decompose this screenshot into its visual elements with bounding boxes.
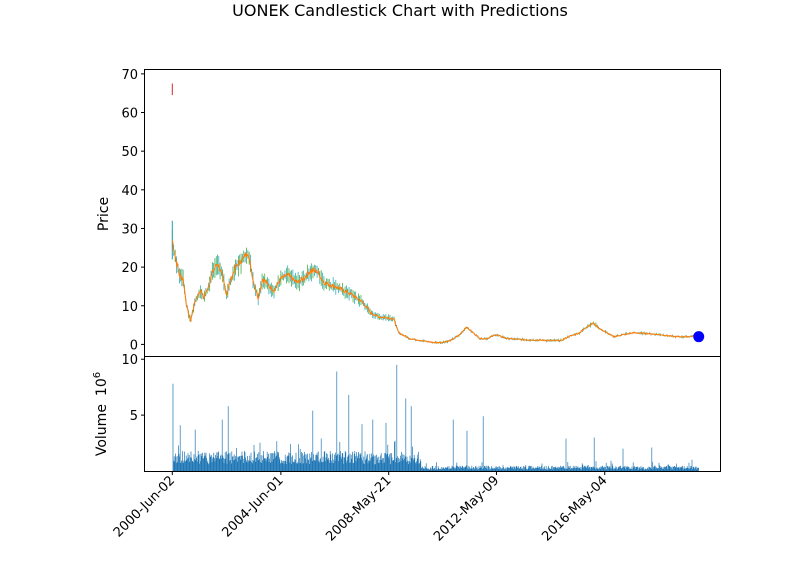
prediction-marker (693, 331, 705, 343)
x-tick-label: 2016-May-04 (539, 473, 610, 544)
volume-ytick-label: 5 (130, 409, 138, 424)
price-ytick-label: 60 (121, 107, 138, 122)
x-tick-label: 2012-May-09 (431, 473, 502, 544)
volume-axis-label: Volume 106 (92, 372, 110, 456)
x-tick-label: 2008-May-21 (323, 473, 394, 544)
price-panel: 0 10 20 30 40 50 60 70 Price (96, 68, 721, 357)
x-tick-label: 2000-Jun-02 (111, 473, 178, 540)
volume-axis-unit-exponent: 6 (92, 372, 103, 378)
price-ytick-label: 70 (121, 68, 138, 83)
price-ytick-label: 0 (130, 338, 138, 353)
price-plot-frame (144, 69, 721, 357)
price-ytick-label: 20 (121, 261, 138, 276)
volume-axis-name: Volume (94, 404, 110, 456)
price-ytick-label: 40 (121, 184, 138, 199)
chart-title: UONEK Candlestick Chart with Predictions (232, 1, 568, 20)
price-ytick-label: 50 (121, 145, 138, 160)
x-tick-label: 2004-Jun-01 (219, 473, 286, 540)
x-axis: 2000-Jun-02 2004-Jun-01 2008-May-21 2012-Ma… (111, 471, 611, 544)
volume-panel: 510 Volume106 (92, 353, 721, 472)
price-axis-label: Price (96, 197, 112, 231)
price-ytick-label: 10 (121, 300, 138, 315)
price-ytick-label: 30 (121, 222, 138, 237)
volume-ytick-label: 10 (121, 353, 138, 368)
volume-plot-frame (144, 356, 721, 472)
volume-axis-unit: 10 (94, 378, 110, 396)
price-series-line (171, 239, 698, 344)
